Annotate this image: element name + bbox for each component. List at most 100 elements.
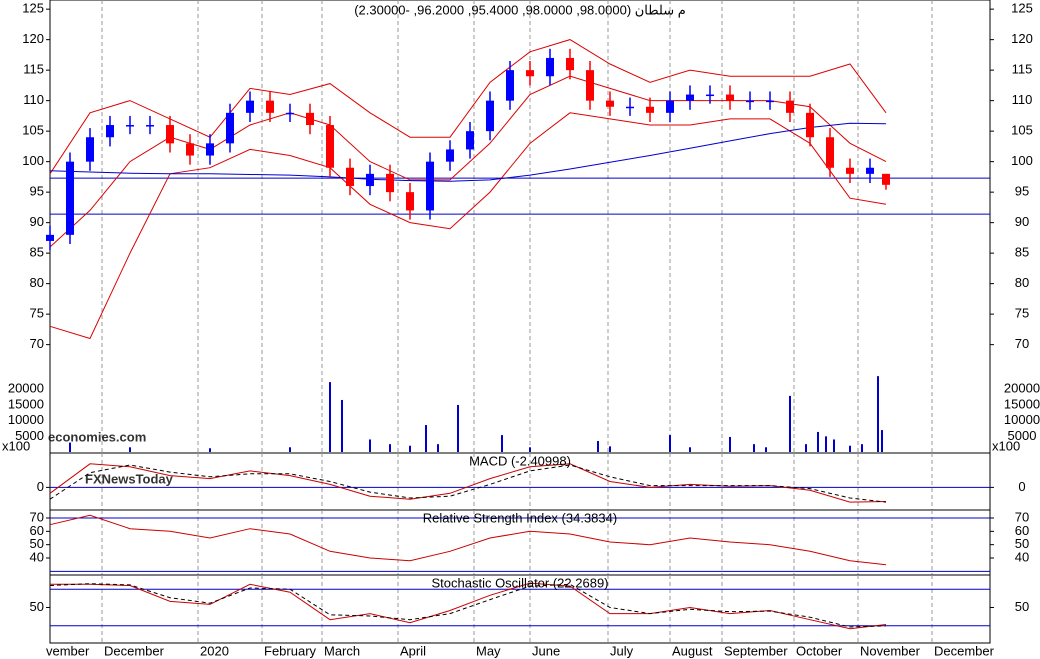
candle-body — [546, 57, 554, 77]
volume-tick-label: 15000 — [1004, 396, 1040, 411]
indicator-line — [49, 464, 887, 503]
volume-bar — [529, 447, 531, 452]
candle-body — [606, 100, 614, 107]
volume-bar — [849, 445, 851, 452]
panel-title: MACD (-2.40998) — [469, 453, 571, 468]
panel-title: Stochastic Oscillator (22.2689) — [431, 575, 608, 590]
volume-tick-label: 5000 — [15, 428, 44, 443]
y-tick-label: 70 — [30, 336, 44, 351]
volume-bar — [597, 441, 599, 452]
x-tick-label: February — [264, 643, 317, 658]
y-tick-label: 90 — [1015, 214, 1029, 229]
candle-body — [626, 106, 634, 109]
volume-bar — [209, 448, 211, 452]
candle-body — [86, 137, 94, 162]
indicator-line — [49, 122, 887, 182]
volume-tick-label: 10000 — [8, 412, 44, 427]
y-tick-label: 110 — [1012, 92, 1033, 107]
candle-body — [226, 112, 234, 144]
watermark: economies.com — [48, 429, 146, 444]
x-tick-label: 2020 — [200, 643, 229, 658]
volume-bar — [609, 446, 611, 452]
volume-bar — [825, 436, 827, 452]
y-tick-label: 0 — [37, 479, 44, 494]
volume-bar — [389, 444, 391, 452]
candle-body — [746, 100, 754, 103]
y-tick-label: 50 — [30, 536, 44, 551]
y-tick-label: 100 — [22, 153, 44, 168]
y-tick-label: 70 — [1015, 509, 1029, 524]
y-tick-label: 115 — [1012, 62, 1033, 77]
candle-body — [846, 167, 854, 174]
volume-bar — [753, 444, 755, 452]
candle-body — [826, 137, 834, 168]
volume-bar — [669, 435, 671, 452]
volume-bar — [457, 404, 459, 452]
candle-body — [766, 100, 774, 103]
candle-body — [726, 94, 734, 101]
x-tick-label: July — [610, 643, 634, 658]
y-tick-label: 115 — [23, 62, 44, 77]
y-tick-label: 95 — [30, 184, 44, 199]
candle-body — [526, 70, 534, 77]
x-tick-label: August — [672, 643, 713, 658]
candle-body — [386, 173, 394, 193]
volume-bar — [129, 447, 131, 452]
x-tick-label: December — [934, 643, 995, 658]
volume-bar — [877, 376, 879, 452]
y-tick-label: 40 — [30, 549, 44, 564]
candle-body — [786, 100, 794, 113]
indicator-line — [49, 583, 887, 628]
volume-bar — [817, 431, 819, 452]
candle-body — [186, 143, 194, 156]
candle-body — [246, 100, 254, 113]
candle-body — [206, 143, 214, 156]
x-tick-label: vember — [46, 643, 90, 658]
candle-body — [266, 100, 274, 113]
candle-body — [146, 125, 154, 127]
indicator-line — [50, 582, 887, 630]
candle-body — [446, 149, 454, 162]
watermark: FXNewsToday — [85, 471, 174, 486]
y-tick-label: 50 — [1015, 536, 1029, 551]
candle-body — [406, 192, 414, 211]
volume-bar — [729, 436, 731, 452]
candle-body — [166, 125, 174, 144]
candle-body — [366, 173, 374, 187]
y-tick-label: 85 — [30, 245, 44, 260]
y-tick-label: 75 — [30, 306, 44, 321]
x-tick-label: November — [860, 643, 921, 658]
volume-bar — [881, 430, 883, 452]
x-tick-label: September — [724, 643, 788, 658]
volume-bar — [341, 399, 343, 452]
candle-body — [326, 125, 334, 168]
x-tick-label: May — [476, 643, 501, 658]
panel-title: Relative Strength Index (34.3834) — [423, 510, 617, 525]
y-tick-label: 80 — [1015, 275, 1029, 290]
volume-tick-label: 15000 — [8, 396, 44, 411]
y-tick-label: 120 — [22, 31, 44, 46]
x-tick-label: April — [400, 643, 426, 658]
volume-bar — [289, 447, 291, 452]
volume-bar — [501, 435, 503, 452]
x-tick-label: December — [104, 643, 165, 658]
volume-bar — [409, 445, 411, 452]
candle-body — [646, 106, 654, 113]
chart-title: م سلطان (98.0000, 98.0000, 95.4000, 96.2… — [354, 2, 686, 18]
candle-body — [106, 125, 114, 138]
candle-body — [306, 112, 314, 126]
panel-frame — [49, 0, 991, 454]
y-tick-label: 60 — [1015, 523, 1029, 538]
y-tick-label: 110 — [23, 92, 44, 107]
candle-body — [486, 100, 494, 132]
volume-bar — [69, 442, 71, 452]
candle-body — [882, 173, 890, 185]
indicator-line — [49, 75, 887, 248]
y-tick-label: 95 — [1015, 184, 1029, 199]
volume-tick-label: 20000 — [8, 381, 44, 396]
candle-body — [46, 234, 54, 241]
y-tick-label: 85 — [1015, 245, 1029, 260]
y-tick-label: 70 — [1015, 336, 1029, 351]
indicator-line — [49, 112, 887, 340]
volume-unit: x100 — [992, 438, 1020, 453]
